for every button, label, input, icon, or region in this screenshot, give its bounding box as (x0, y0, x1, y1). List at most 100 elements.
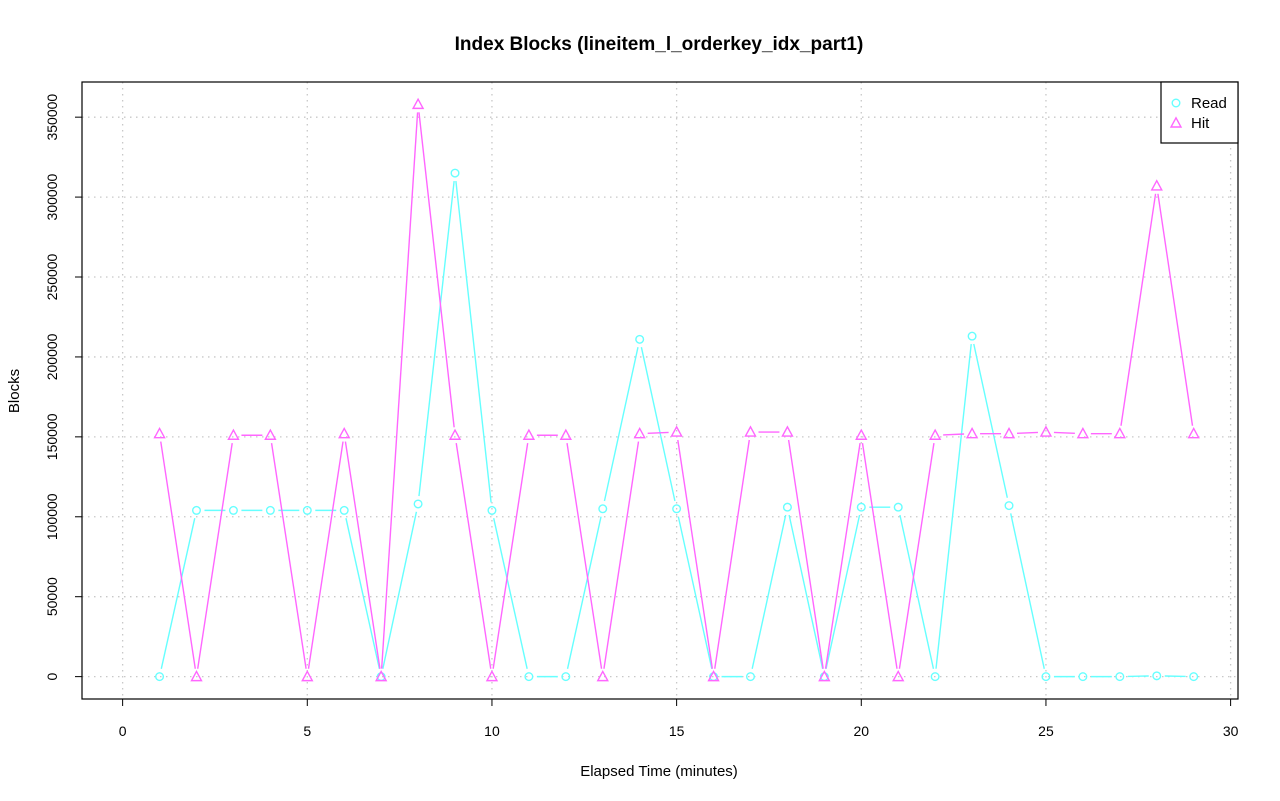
read-point (745, 672, 755, 682)
y-tick-label: 0 (44, 673, 60, 681)
line-segment-read (935, 344, 972, 669)
hit-point (1002, 426, 1016, 439)
hit-point (411, 97, 425, 110)
read-point (1115, 672, 1125, 682)
line-segment-hit (898, 443, 935, 669)
hit-point (928, 428, 942, 440)
x-tick-label: 25 (1038, 723, 1054, 739)
hit-point (965, 426, 979, 439)
line-segment-hit (824, 443, 861, 669)
line-segment-hit (307, 441, 344, 669)
hit-point (1076, 426, 1090, 439)
x-tick-label: 0 (119, 723, 127, 739)
line-segment-hit (1016, 431, 1038, 435)
series-layer (153, 97, 1200, 682)
legend-marker-hit (1169, 116, 1183, 128)
hit-point (227, 428, 240, 440)
line-segment-read (677, 516, 713, 669)
hit-point (1150, 179, 1163, 191)
line-segment-hit (455, 443, 492, 669)
read-point (672, 504, 682, 514)
hit-point (338, 426, 351, 439)
read-point (635, 334, 645, 344)
x-axis: 0 5 10 15 20 25 30 (119, 699, 1239, 739)
line-segment-hit (943, 433, 965, 436)
y-tick-label: 200000 (44, 333, 60, 380)
legend-label-read: Read (1191, 95, 1227, 112)
hit-point (1113, 426, 1126, 439)
hit-point (781, 425, 794, 437)
hit-point (1187, 426, 1200, 439)
hit-point (707, 669, 720, 682)
y-tick-label: 250000 (44, 253, 60, 300)
read-point (1041, 672, 1051, 682)
read-point (155, 672, 165, 682)
read-point (450, 168, 460, 178)
line-segment-hit (270, 443, 307, 669)
hit-point (153, 426, 166, 439)
read-point (228, 505, 238, 515)
grid (82, 82, 1238, 699)
hit-point (892, 669, 905, 682)
line-segment-hit (344, 441, 381, 669)
y-axis-label: Blocks (6, 369, 23, 413)
line-segment-read (751, 514, 787, 669)
legend: Read Hit (1160, 81, 1239, 144)
hit-point (264, 428, 277, 440)
x-tick-label: 5 (303, 723, 311, 739)
plot-frame (81, 81, 1239, 700)
hit-point (485, 669, 499, 682)
y-tick-label: 300000 (44, 174, 60, 221)
chart-title: Index Blocks (lineitem_l_orderkey_idx_pa… (455, 34, 864, 55)
read-point (191, 505, 201, 515)
line-segment-hit (1053, 431, 1075, 435)
line-segment-read (566, 516, 602, 669)
hit-point (190, 669, 203, 682)
line-segment-hit (160, 441, 196, 669)
hit-point (559, 428, 572, 440)
read-point (1004, 501, 1014, 511)
hit-point (818, 669, 831, 682)
line-segment-read (640, 347, 676, 502)
hit-point (744, 425, 757, 437)
read-point (339, 505, 349, 515)
line-segment-hit (418, 112, 455, 428)
line-segment-read (1010, 513, 1045, 669)
line-segment-read (382, 511, 418, 669)
hit-point (374, 669, 388, 682)
x-tick-label: 10 (484, 723, 500, 739)
x-tick-label: 15 (669, 723, 685, 739)
legend-box (1160, 81, 1239, 144)
y-tick-label: 150000 (44, 413, 60, 460)
x-tick-label: 20 (853, 723, 869, 739)
hit-point (301, 669, 314, 682)
read-point (1078, 672, 1088, 682)
line-segment-read (345, 518, 381, 669)
read-point (1189, 672, 1199, 682)
x-axis-label: Elapsed Time (minutes) (580, 763, 738, 780)
series-read (155, 168, 1199, 682)
read-point (302, 505, 312, 515)
series-hit (153, 97, 1200, 682)
line-segment-hit (1120, 193, 1157, 426)
hit-point (596, 669, 609, 682)
line-segment-hit (566, 443, 603, 669)
read-point (561, 672, 571, 682)
line-segment-hit (603, 441, 640, 669)
line-segment-hit (380, 112, 419, 669)
y-tick-label: 100000 (44, 493, 60, 540)
read-point (598, 504, 608, 514)
hit-point (670, 425, 683, 437)
y-tick-label: 350000 (44, 94, 60, 141)
legend-label-hit: Hit (1191, 115, 1210, 132)
line-segment-read (825, 514, 861, 669)
line-segment-hit (647, 431, 669, 435)
line-segment-read (493, 518, 528, 669)
line-segment-read (160, 518, 196, 669)
line-segment-hit (861, 443, 898, 669)
line-segment-read (455, 180, 492, 503)
line-segment-hit (787, 439, 824, 669)
read-point (782, 502, 792, 512)
read-point (413, 499, 423, 509)
read-point (967, 331, 977, 341)
